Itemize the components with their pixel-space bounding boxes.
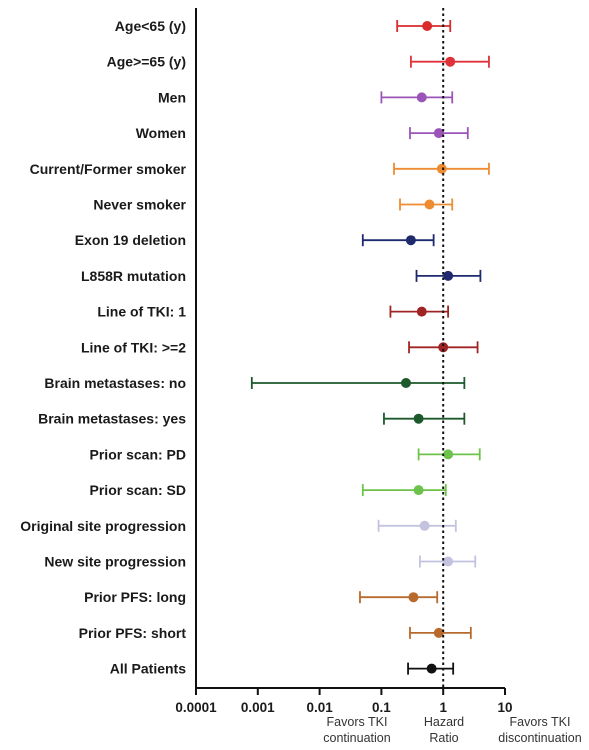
forest-row: Brain metastases: yes xyxy=(38,411,466,427)
row-label: Brain metastases: no xyxy=(44,375,186,391)
row-label: Age<65 (y) xyxy=(115,18,186,34)
hazard-ratio-point xyxy=(416,92,427,103)
hazard-ratio-point xyxy=(426,663,437,674)
forest-row: Prior scan: PD xyxy=(90,446,481,462)
row-label: Brain metastases: yes xyxy=(38,411,186,427)
hazard-ratio-point xyxy=(443,556,454,567)
row-label: Prior scan: SD xyxy=(90,482,186,498)
forest-row: Women xyxy=(136,125,469,141)
forest-row: Original site progression xyxy=(20,518,457,534)
x-tick-label: 0.001 xyxy=(241,700,275,715)
forest-row: L858R mutation xyxy=(81,268,482,284)
row-label: L858R mutation xyxy=(81,268,186,284)
annotation-right-line-2: discontinuation xyxy=(498,731,581,745)
hazard-ratio-point xyxy=(400,378,411,388)
row-label: Line of TKI: 1 xyxy=(97,304,186,320)
hazard-ratio-point xyxy=(438,342,449,353)
hazard-ratio-point xyxy=(422,21,433,31)
forest-row: Brain metastases: no xyxy=(44,375,466,391)
forest-row: Prior scan: SD xyxy=(90,482,447,498)
row-label: Prior scan: PD xyxy=(90,446,186,462)
hazard-ratio-point xyxy=(413,413,424,424)
x-tick-label: 10 xyxy=(497,700,512,715)
hazard-ratio-point xyxy=(416,306,427,317)
forest-row: Exon 19 deletion xyxy=(75,232,435,248)
hazard-ratio-point xyxy=(408,592,419,603)
forest-row: Line of TKI: 1 xyxy=(97,304,449,320)
row-label: Men xyxy=(158,89,186,105)
row-label: Prior PFS: long xyxy=(84,589,186,605)
x-axis-label-line-2: Ratio xyxy=(429,731,458,745)
annotation-left-line-2: continuation xyxy=(323,731,390,745)
row-label: Never smoker xyxy=(93,197,186,213)
hazard-ratio-point xyxy=(445,56,456,67)
forest-row: Prior PFS: short xyxy=(79,625,472,641)
annotations: Favors TKI continuation Hazard Ratio Fav… xyxy=(323,715,581,745)
row-label: New site progression xyxy=(44,554,186,570)
x-tick-label: 0.1 xyxy=(372,700,391,715)
row-label: Women xyxy=(136,125,186,141)
hazard-ratio-point xyxy=(413,485,424,496)
forest-row: Age>=65 (y) xyxy=(107,54,490,70)
hazard-ratio-point xyxy=(443,449,454,460)
x-tick-label: 0.0001 xyxy=(175,700,217,715)
forest-row: Prior PFS: long xyxy=(84,589,439,605)
rows-layer: Age<65 (y) Age>=65 (y) Men Women Current/For… xyxy=(20,18,490,677)
row-label: Original site progression xyxy=(20,518,186,534)
forest-row: Men xyxy=(158,89,454,105)
hazard-ratio-point xyxy=(419,520,430,531)
annotation-left-line-1: Favors TKI xyxy=(327,715,388,729)
forest-row: Current/Former smoker xyxy=(30,161,490,177)
row-label: Age>=65 (y) xyxy=(107,54,186,70)
row-label: Current/Former smoker xyxy=(30,161,187,177)
hazard-ratio-point xyxy=(433,128,444,139)
x-ticks: 0.0001 0.001 0.01 0.1 1 10 xyxy=(175,688,513,715)
row-label: Line of TKI: >=2 xyxy=(81,339,186,355)
hazard-ratio-point xyxy=(436,163,447,174)
forest-row: All Patients xyxy=(110,661,455,677)
forest-row: Line of TKI: >=2 xyxy=(81,339,479,355)
forest-row: New site progression xyxy=(44,554,477,570)
forest-row: Age<65 (y) xyxy=(115,18,452,34)
hazard-ratio-point xyxy=(433,627,444,638)
x-tick-label: 0.01 xyxy=(306,700,333,715)
hazard-ratio-point xyxy=(443,270,454,281)
hazard-ratio-point xyxy=(424,199,435,210)
row-label: Prior PFS: short xyxy=(79,625,187,641)
x-axis-label-line-1: Hazard xyxy=(424,715,464,729)
hazard-ratio-point xyxy=(405,235,416,246)
row-label: Exon 19 deletion xyxy=(75,232,186,248)
row-label: All Patients xyxy=(110,661,186,677)
x-tick-label: 1 xyxy=(439,700,447,715)
forest-row: Never smoker xyxy=(93,197,454,213)
annotation-right-line-1: Favors TKI xyxy=(510,715,571,729)
